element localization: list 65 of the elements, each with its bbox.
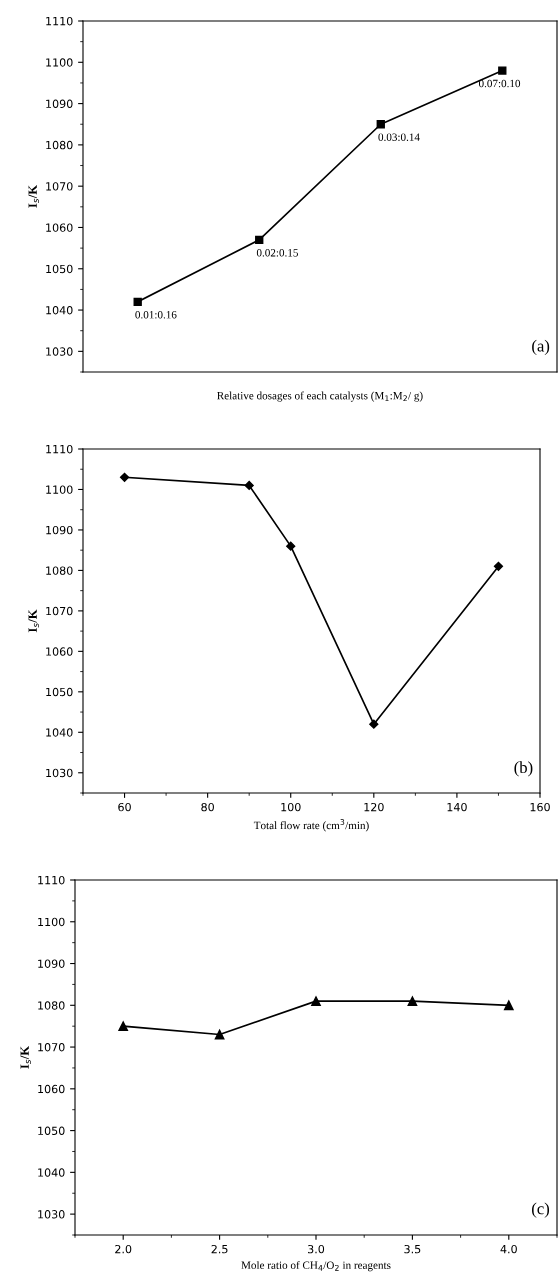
x-tick-label: 100 [281,802,301,812]
y-tick-label: 1100 [46,485,73,494]
y-tick-label: 1050 [46,264,73,274]
point [255,235,264,245]
y-tick-label: 1070 [46,606,73,616]
y-tick-label: 1110 [46,16,73,26]
x-tick-label: 160 [530,802,550,812]
x-tick-label: 2.5 [211,1244,228,1254]
annotation: (c) [532,1202,550,1218]
y-tick-label: 1030 [46,768,73,778]
point [311,996,321,1006]
annotation: (a) [532,339,550,355]
y-tick-label: 1040 [38,1168,65,1177]
y-axis-title: I$_{s}$/K [28,185,39,208]
point [498,66,507,75]
x-axis-title: Mole ratio of CH$_{4}$/O$_{2}$ in reagents [241,1261,391,1272]
y-tick-label: 1070 [46,182,73,191]
y-tick-label: 1080 [46,566,73,575]
y-tick-label: 1100 [38,917,65,927]
point [369,719,379,729]
x-tick-label: 3.5 [404,1244,421,1254]
y-tick-label: 1050 [46,687,73,697]
x-tick-label: 120 [364,802,384,812]
y-tick-label: 1070 [38,1043,65,1052]
point [133,297,142,306]
y-axis-title: I$_{s}$/K [28,609,39,633]
point [118,1021,129,1032]
y-tick-label: 1060 [46,223,73,232]
point [493,561,504,571]
point [214,1029,225,1040]
data-label: 0.07:0.10 [478,79,521,88]
x-axis-title: Relative dosages of each catalysts (M$_{1}$:M$_{2}$/ g) [217,391,423,402]
point [407,996,418,1006]
point [119,472,130,482]
point [244,480,254,491]
y-tick-label: 1100 [46,58,73,67]
x-tick-label: 4.0 [500,1244,517,1254]
y-tick-label: 1060 [46,647,73,656]
y-tick-label: 1110 [38,875,65,885]
x-tick-label: 2.0 [115,1244,132,1254]
x-tick-label: 80 [201,802,214,812]
y-tick-label: 1030 [38,1210,65,1219]
y-tick-label: 1030 [46,347,73,356]
y-tick-label: 1090 [46,525,73,535]
data-label: 0.03:0.14 [378,133,420,141]
y-axis-title: I$_{s}$/K [20,1046,31,1069]
point [376,120,385,129]
point [286,541,296,551]
x-tick-label: 140 [447,802,467,812]
y-tick-label: 1110 [46,444,73,454]
y-tick-label: 1090 [46,99,73,108]
y-tick-label: 1060 [38,1084,65,1094]
y-tick-label: 1080 [38,1001,65,1010]
y-tick-label: 1040 [46,728,73,737]
data-label: 0.02:0.15 [256,249,298,257]
y-tick-label: 1050 [38,1126,65,1135]
x-tick-label: 60 [118,802,131,812]
y-tick-label: 1040 [46,306,73,315]
point [503,1000,514,1011]
annotation: (b) [514,761,533,777]
data-label: 0.01:0.16 [135,310,177,319]
y-tick-label: 1080 [46,140,73,150]
x-axis-title: Total flow rate (cm$^{3}$/min) [253,819,369,832]
x-tick-label: 3.0 [308,1244,325,1254]
y-tick-label: 1090 [38,959,65,968]
